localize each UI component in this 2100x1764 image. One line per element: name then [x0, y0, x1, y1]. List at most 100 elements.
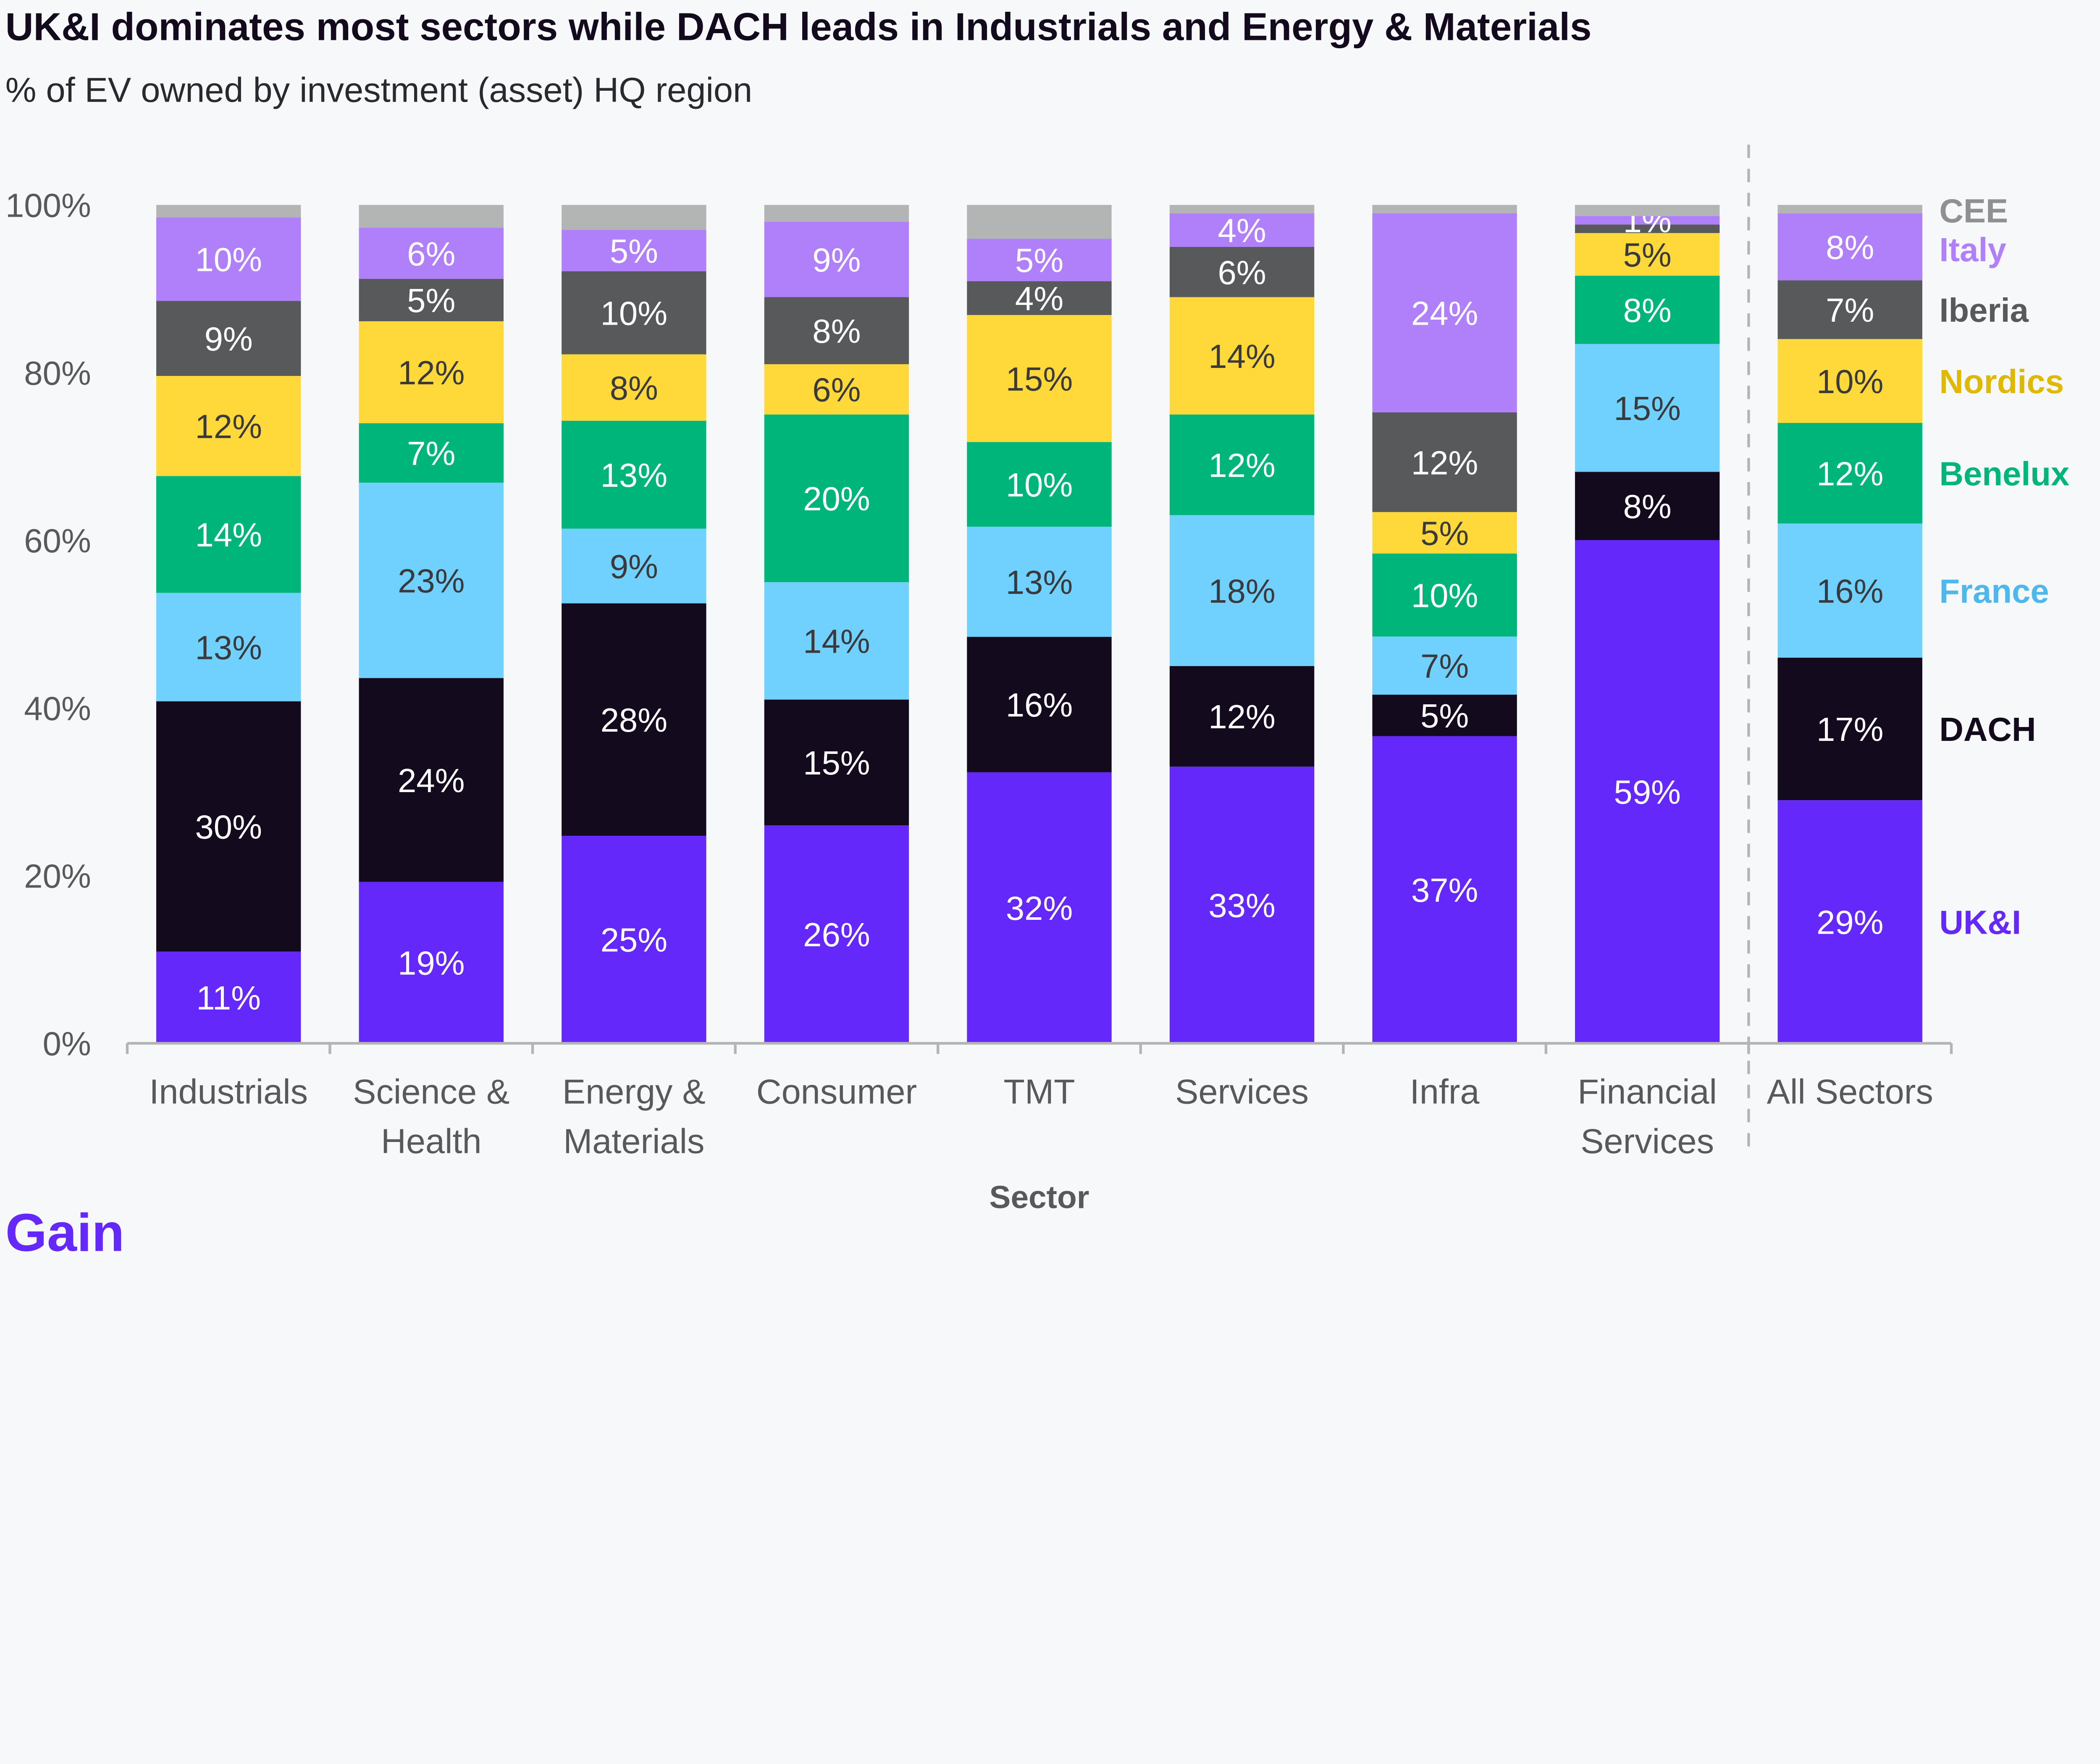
y-tick-label: 100% — [5, 187, 91, 224]
bar-segment-nordics — [1372, 512, 1517, 554]
stacked-bar-chart: UK&I dominates most sectors while DACH l… — [5, 5, 2070, 1260]
data-label: 6% — [812, 371, 861, 409]
x-axis-title: Sector — [989, 1179, 1089, 1215]
bar-segment-benelux — [1169, 414, 1315, 515]
data-label: 7% — [1826, 291, 1874, 329]
legend-label-benelux: Benelux — [1939, 455, 2069, 492]
data-label: 26% — [803, 916, 870, 953]
data-label: 17% — [1816, 711, 1884, 748]
data-label: 8% — [610, 369, 658, 407]
bar-segment-nordics — [1575, 233, 1720, 276]
data-label: 11% — [196, 979, 261, 1017]
data-label: 8% — [1826, 228, 1874, 266]
bar-segment-dach — [156, 701, 301, 952]
data-label: 12% — [398, 354, 465, 391]
data-label: 13% — [601, 457, 668, 494]
data-label: 10% — [601, 295, 668, 332]
bar-segment-italy — [359, 228, 504, 279]
bar-segment-iberia — [1777, 280, 1922, 339]
bar-segment-benelux — [562, 420, 706, 529]
data-label: 13% — [1006, 564, 1073, 601]
data-label: 5% — [610, 232, 658, 270]
bar-stack: 32% 16% 13% 10% 15% 4%5% — [967, 205, 1112, 1044]
bar-stack: 29% 17% 16% 12% 10% 7% 8% — [1777, 205, 1922, 1044]
bar-segment-france — [562, 528, 706, 604]
bar-segment-italy — [1169, 213, 1315, 247]
bar-segment-cee — [359, 205, 504, 228]
bar-segment-uki — [1372, 736, 1517, 1044]
data-label: 5% — [1015, 242, 1063, 279]
data-label: 8% — [1623, 291, 1672, 329]
x-tick-label: Financial Services — [1578, 1072, 1717, 1161]
bar-segment-cee — [562, 205, 706, 230]
bar-segment-france — [156, 593, 301, 701]
data-label: 28% — [601, 701, 668, 739]
bar-segment-france — [1169, 515, 1315, 666]
data-label: 10% — [1816, 363, 1884, 400]
bar-segment-uki — [562, 835, 706, 1044]
bar-segment-italy — [764, 221, 909, 297]
y-tick-label: 0% — [43, 1025, 91, 1063]
bar-segment-nordics — [764, 364, 909, 415]
bar-segment-uki — [156, 951, 301, 1044]
bar-segment-nordics — [359, 321, 504, 423]
bar-segment-cee — [1169, 205, 1315, 213]
data-label: 12% — [1411, 444, 1478, 481]
data-label: 7% — [407, 435, 455, 472]
data-label: 8% — [1623, 488, 1672, 525]
data-label: 15% — [803, 744, 870, 782]
bar-segment-iberia — [967, 281, 1112, 315]
legend-label-france: France — [1939, 572, 2049, 610]
bar-segment-dach — [359, 678, 504, 882]
bar-segment-iberia — [1372, 412, 1517, 512]
bar-segment-uki — [764, 825, 909, 1044]
bar-segment-italy — [562, 230, 706, 271]
data-label: 33% — [1208, 887, 1276, 924]
bar-segment-france — [1777, 523, 1922, 658]
bar-segment-france — [764, 582, 909, 700]
data-label: 13% — [195, 629, 262, 666]
bar-segment-iberia — [764, 297, 909, 365]
bar-segment-dach — [562, 603, 706, 836]
data-label: 25% — [601, 921, 668, 959]
bar-segment-uki — [359, 882, 504, 1044]
bar-segment-france — [967, 527, 1112, 637]
bar-segment-uki — [1575, 540, 1720, 1044]
bar-segment-nordics — [1777, 339, 1922, 423]
bar-stack: 11% 30% 13% 14% 12% 9% 10% — [156, 205, 301, 1044]
legend-label-uki: UK&I — [1939, 903, 2021, 941]
bar-segment-cee — [1372, 205, 1517, 213]
bar-segment-iberia — [156, 301, 301, 376]
legend-label-cee: CEE — [1939, 192, 2008, 229]
x-tick-label: Industrials — [149, 1072, 308, 1111]
data-label: 24% — [1411, 295, 1478, 332]
data-label: 14% — [1208, 338, 1276, 375]
data-label: 14% — [195, 516, 262, 554]
data-label: 32% — [1006, 890, 1073, 927]
bar-segment-cee — [1777, 205, 1922, 213]
y-tick-label: 20% — [24, 858, 91, 895]
data-label: 10% — [195, 241, 262, 278]
bar-segment-cee — [967, 205, 1112, 239]
x-tick-label: Infra — [1410, 1072, 1480, 1111]
legend-label-italy: Italy — [1939, 231, 2006, 268]
legend-label-nordics: Nordics — [1939, 363, 2064, 400]
gain-logo: Gain — [5, 1203, 125, 1260]
data-label: 5% — [1623, 236, 1672, 273]
data-label: 8% — [812, 312, 861, 350]
data-label: 10% — [1006, 466, 1073, 504]
data-label: 23% — [398, 562, 465, 600]
y-tick-label: 60% — [24, 522, 91, 559]
x-tick-label: Science & Health — [353, 1072, 509, 1161]
data-label: 4% — [1015, 280, 1063, 317]
chart-subtitle: % of EV owned by investment (asset) HQ r… — [5, 70, 752, 109]
bar-segment-dach — [967, 637, 1112, 772]
y-tick-label: 40% — [24, 690, 91, 727]
data-label: 59% — [1614, 774, 1681, 811]
data-label: 9% — [610, 548, 658, 585]
x-axis: Industrials Science & Health Energy & Materi… — [126, 144, 1953, 1161]
bar-segment-iberia — [562, 271, 706, 354]
data-label: 10% — [1411, 577, 1478, 614]
bar-segment-france — [359, 483, 504, 678]
bar-segment-dach — [1169, 666, 1315, 767]
